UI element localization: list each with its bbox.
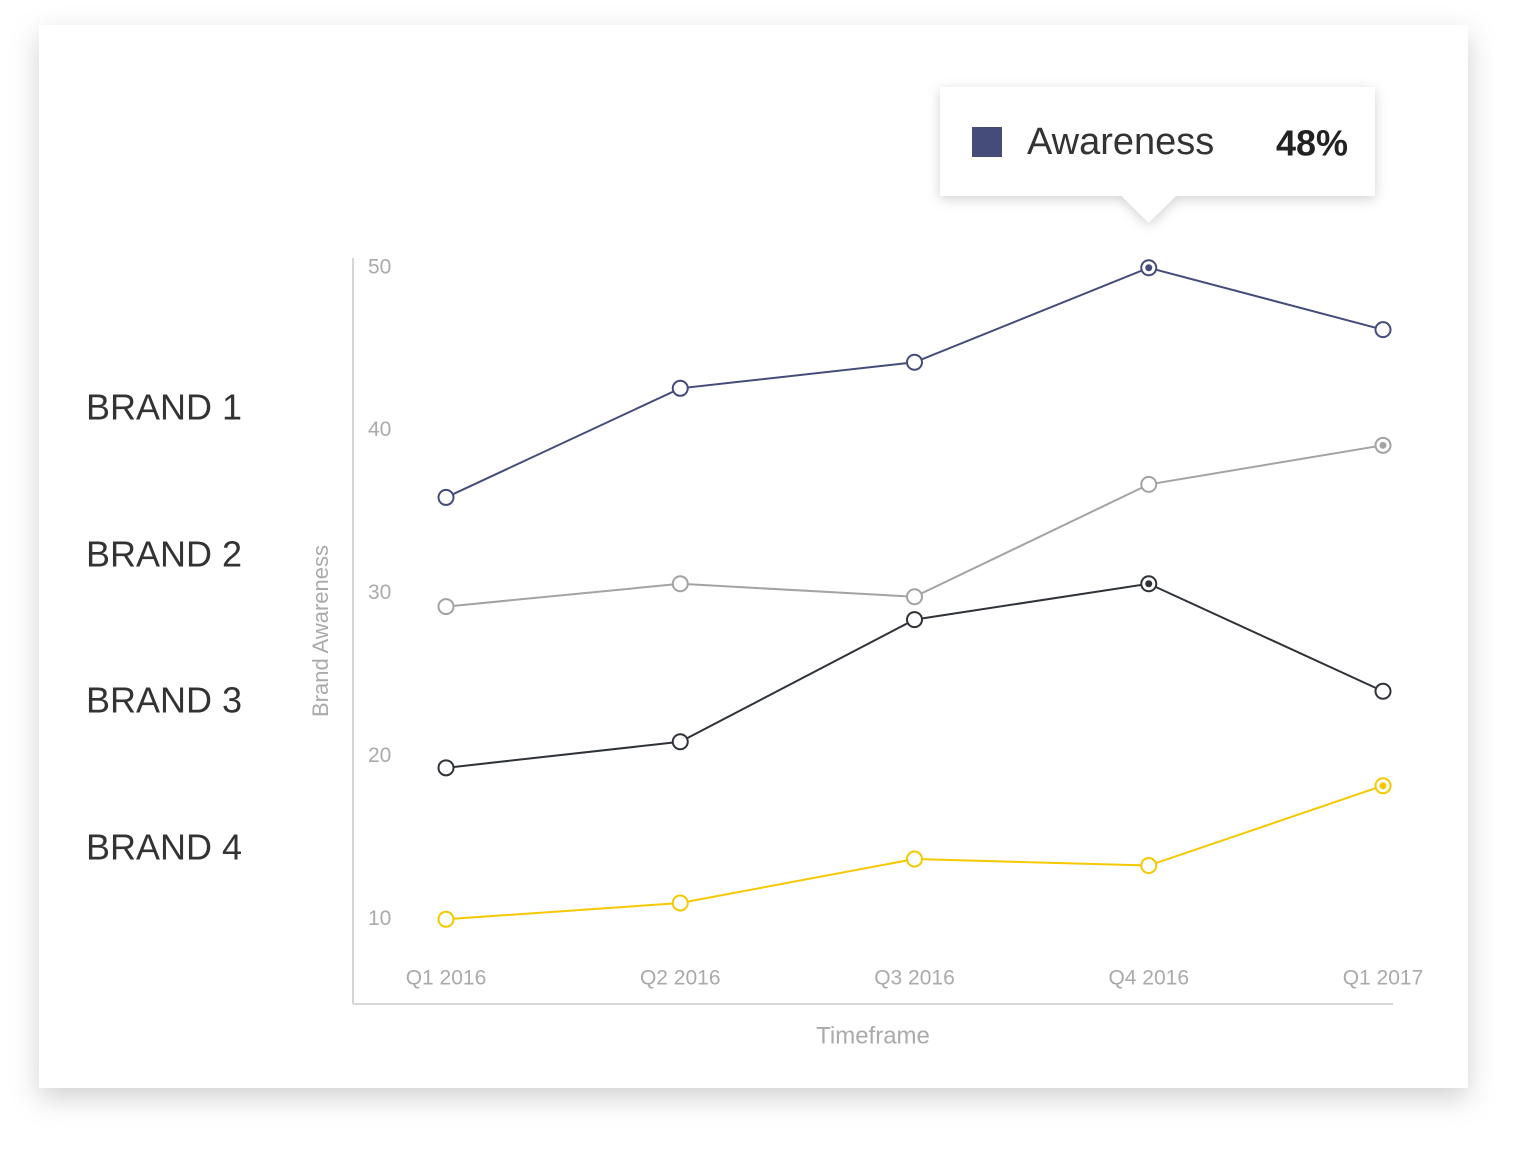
y-tick-label: 20 [368, 744, 391, 767]
tooltip-swatch [972, 127, 1002, 157]
card [39, 25, 1468, 1088]
data-point-highlight [1145, 580, 1153, 588]
y-tick-label: 50 [368, 255, 391, 278]
data-point [1140, 475, 1158, 493]
x-tick-label: Q4 2016 [1108, 967, 1189, 990]
legend-label: BRAND 2 [86, 534, 242, 575]
legend-label: BRAND 3 [86, 680, 242, 721]
x-tick-label: Q2 2016 [640, 967, 721, 990]
data-point-highlight [1145, 264, 1153, 272]
data-point [671, 733, 689, 751]
data-point [671, 894, 689, 912]
legend-label: BRAND 1 [86, 387, 242, 428]
data-point [906, 850, 923, 868]
data-point [1374, 682, 1392, 700]
data-point [437, 488, 455, 506]
y-tick-label: 30 [368, 581, 391, 604]
data-point-highlight [1379, 782, 1387, 790]
tooltip-name: Awareness [1027, 121, 1214, 163]
data-point [671, 379, 689, 397]
y-tick-label: 10 [368, 907, 391, 930]
data-point [906, 353, 923, 371]
x-tick-label: Q3 2016 [874, 967, 955, 990]
data-point [906, 588, 923, 606]
x-tick-label: Q1 2016 [406, 967, 487, 990]
x-tick-label: Q1 2017 [1343, 967, 1424, 990]
data-point [437, 598, 455, 616]
data-point-highlight [1379, 441, 1387, 449]
tooltip [940, 87, 1375, 223]
data-point [437, 910, 455, 928]
tooltip-value: 48% [1276, 123, 1348, 164]
y-axis-title: Brand Awareness [308, 545, 333, 717]
y-tick-label: 40 [368, 418, 391, 441]
x-axis-title: Timeframe [816, 1022, 930, 1049]
data-point [1140, 857, 1158, 875]
data-point [906, 611, 923, 629]
tooltip-box [940, 87, 1375, 223]
data-point [1374, 321, 1392, 339]
data-point [437, 759, 455, 777]
data-point [671, 575, 689, 593]
legend-label: BRAND 4 [86, 827, 242, 868]
